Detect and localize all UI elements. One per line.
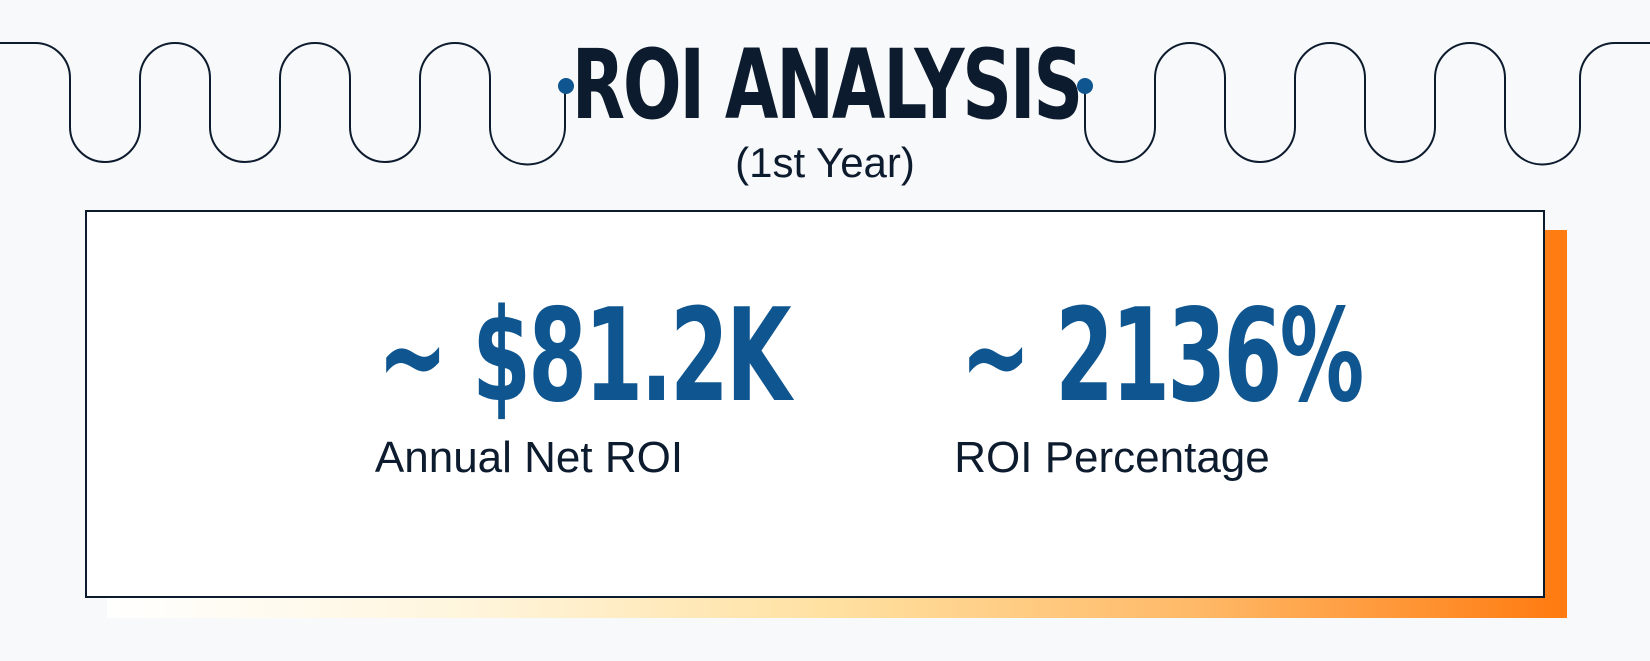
metric-value: ~ 2136%	[960, 282, 1364, 431]
metric-annual-net-roi: ~ $81.2K Annual Net ROI	[299, 282, 792, 486]
metric-roi-percentage: ~ 2136% ROI Percentage	[882, 282, 1364, 486]
wave-dot-right	[1077, 78, 1093, 94]
metric-value: ~ $81.2K	[377, 282, 791, 431]
page-title: ROI ANALYSIS	[571, 29, 1083, 141]
page-subtitle: (1st Year)	[735, 139, 915, 186]
card-panel: ~ $81.2K Annual Net ROI ~ 2136% ROI Perc…	[85, 210, 1545, 598]
roi-card: ~ $81.2K Annual Net ROI ~ 2136% ROI Perc…	[85, 210, 1567, 618]
wave-dot-left	[558, 78, 574, 94]
metric-label: Annual Net ROI	[374, 433, 684, 482]
metric-label: ROI Percentage	[954, 433, 1270, 482]
decorative-wave-line	[0, 42, 1650, 166]
